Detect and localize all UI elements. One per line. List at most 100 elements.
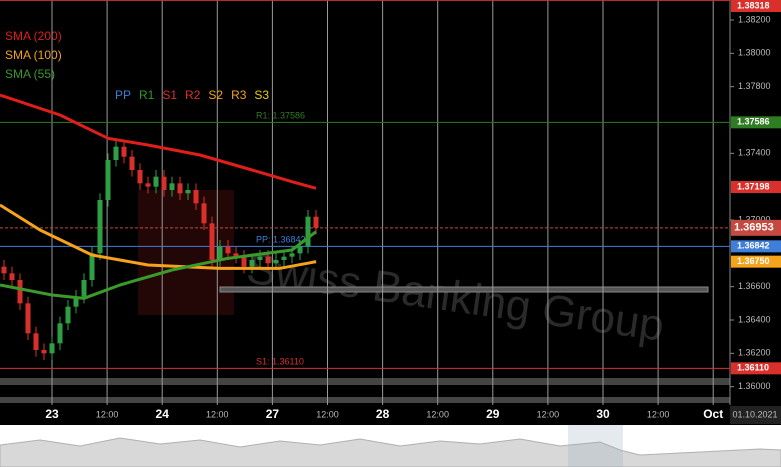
price-badge-label: 1.36110 [737,363,769,373]
navigator-area [0,437,781,467]
candle-body [89,253,95,280]
candle-body [73,296,79,307]
candle-body [137,170,143,184]
price-badge-label: 1.37198 [737,181,770,191]
level-label: PP: 1.36842 [256,235,306,245]
candle-body [257,256,263,260]
pivot-legend: S2 [208,88,223,102]
plot-background [0,0,781,425]
candle-body [25,303,31,334]
x-tick-label: 12:00 [206,409,229,419]
candle-body [65,306,71,324]
pivot-legend: R2 [185,88,201,102]
pivot-legend: R3 [231,88,247,102]
candle-body [129,156,135,170]
candle-body [169,183,175,190]
y-tick-label: 1.37000 [738,214,771,224]
candle-body [9,273,15,280]
candle-body [153,176,159,187]
pivot-legend: PP [115,88,131,102]
x-tick-label: 29 [486,407,500,421]
candle-body [33,333,39,350]
pivot-legend: R1 [139,88,155,102]
candle-body [193,190,199,204]
candle-body [145,183,151,187]
pivot-legend: S3 [254,88,269,102]
candle-body [217,246,223,260]
date-label: 01.10.2021 [732,409,777,419]
candle-body [41,350,47,354]
legend-sma55: SMA (55) [5,67,55,81]
price-badge [731,181,781,193]
candle-body [249,260,255,267]
legend-sma200: SMA (200) [5,29,62,43]
x-tick-label: 30 [596,407,610,421]
price-badge [731,0,781,12]
current-price-badge [731,219,781,236]
legend-sma100: SMA (100) [5,48,62,62]
x-tick-label: 12:00 [647,409,670,419]
candle-body [17,280,23,304]
candle-body [273,260,279,264]
y-axis-background [730,0,781,405]
x-tick-label: Oct [703,407,723,421]
candle-body [1,266,7,274]
candle-body [81,280,87,297]
y-tick-label: 1.36200 [738,348,771,358]
candle-body [57,323,63,344]
price-badge-label: 1.37586 [737,117,770,127]
x-tick-label: 12:00 [426,409,449,419]
sma-line [0,203,317,270]
candle-body [201,203,207,224]
candle-body [177,183,183,194]
candle-body [121,146,127,157]
candle-body [97,200,103,254]
level-label: S1: 1.36110 [256,357,304,367]
level-label: R1: 1.37586 [256,111,305,121]
candle-body [289,253,295,257]
navigator-window[interactable] [568,425,623,467]
x-tick-label: 12:00 [537,409,560,419]
candle-body [225,246,231,254]
candle-body [297,246,303,254]
candle-body [49,343,55,354]
candle-body [113,146,119,160]
x-tick-label: 28 [376,407,390,421]
x-tick-label: 12:00 [96,409,119,419]
y-tick-label: 1.36400 [738,314,771,324]
price-badge [731,116,781,129]
candle-body [281,256,287,260]
date-box [730,406,781,424]
y-tick-label: 1.38000 [738,48,771,58]
price-badge [731,362,781,375]
candle-body [161,176,167,190]
sma-line [0,230,317,300]
current-price-label: 1.36953 [734,222,774,234]
candle-body [305,216,311,247]
scroll-bar [219,286,709,293]
y-tick-label: 1.38200 [738,14,771,24]
candle-body [105,160,111,200]
band [0,397,730,403]
price-badge [731,255,781,268]
candle-body [265,256,271,264]
x-tick-label: 23 [45,407,59,421]
candle-body [313,216,319,228]
price-badge-label: 1.36750 [737,256,770,266]
price-badge-label: 1.36842 [737,241,770,251]
y-tick-label: 1.36000 [738,381,771,391]
sma-line [0,93,317,190]
candle-body [233,253,239,257]
y-tick-label: 1.37400 [738,148,771,158]
band [0,378,730,385]
y-tick-label: 1.36600 [738,281,771,291]
pivot-legend: S1 [162,88,177,102]
candle-body [185,190,191,194]
candle-body [209,223,215,260]
x-tick-label: 12:00 [316,409,339,419]
x-tick-label: 27 [266,407,280,421]
price-badge [731,240,781,253]
x-tick-label: 24 [156,407,170,421]
y-tick-label: 1.37800 [738,81,771,91]
